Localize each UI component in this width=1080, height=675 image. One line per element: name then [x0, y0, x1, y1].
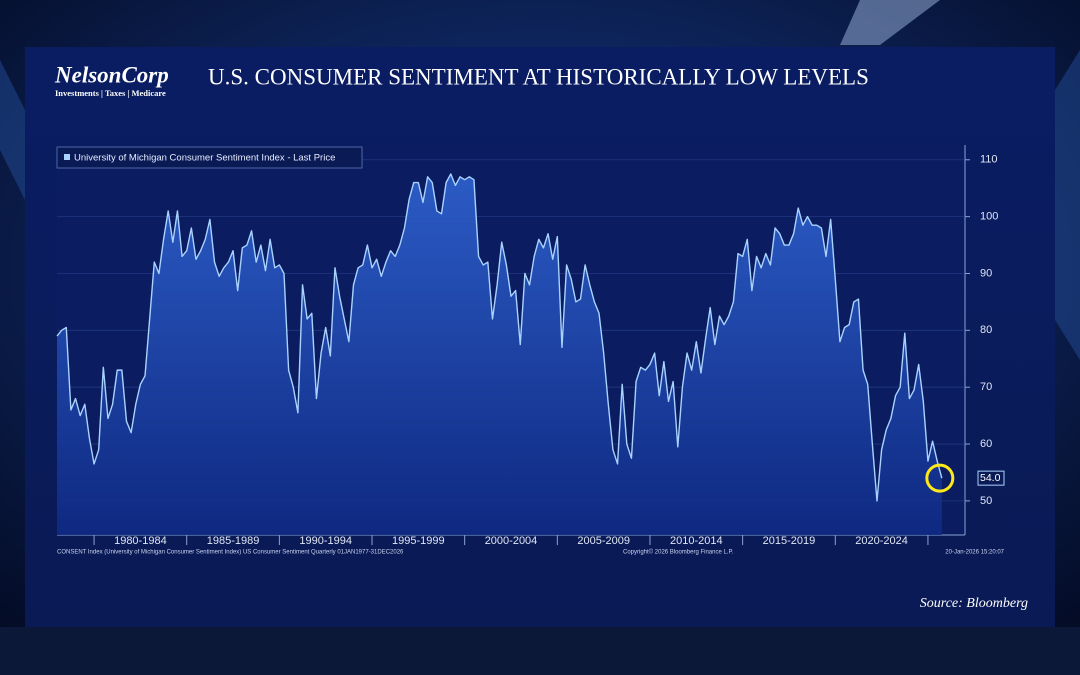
x-tick-label: 1990-1994: [299, 535, 352, 547]
y-tick-label: 90: [980, 267, 992, 279]
x-tick-label: 2015-2019: [763, 535, 816, 547]
legend-label: University of Michigan Consumer Sentimen…: [74, 153, 335, 164]
footnote-left: CONSENT Index (University of Michigan Co…: [57, 550, 404, 556]
studio-decor: [1055, 50, 1080, 360]
footnote-right: 20-Jan-2026 15:20:07: [945, 550, 1004, 556]
studio-decor: [0, 60, 25, 200]
logo-name: NelsonCorp: [54, 62, 169, 87]
chart-title: U.S. CONSUMER SENTIMENT AT HISTORICALLY …: [208, 64, 869, 89]
footnote-center: Copyright© 2026 Bloomberg Finance L.P.: [623, 549, 734, 556]
x-tick-label: 1985-1989: [207, 535, 260, 547]
x-tick-label: 2005-2009: [577, 535, 630, 547]
studio-decor: [840, 0, 940, 45]
y-tick-label: 70: [980, 381, 992, 393]
legend-box: [56, 146, 363, 169]
y-tick-label: 110: [980, 154, 998, 166]
logo-tagline: Investments | Taxes | Medicare: [55, 88, 166, 98]
x-tick-label: 2000-2004: [485, 535, 538, 547]
line: [56, 173, 943, 502]
x-tick-label: 1980-1984: [114, 535, 167, 547]
area-fill: [57, 173, 942, 536]
legend-swatch: [64, 154, 70, 160]
x-tick-label: 2010-2014: [670, 535, 723, 547]
studio-floor: [0, 627, 1080, 675]
source-note: Source: Bloomberg: [920, 596, 1028, 611]
x-tick-label: 1995-1999: [392, 535, 445, 547]
y-tick-label: 100: [980, 211, 998, 223]
highlight-circle: [925, 463, 955, 493]
last-price-box: [977, 470, 1005, 486]
y-tick-label: 50: [980, 495, 992, 507]
y-tick-label: 60: [980, 438, 992, 450]
x-tick-label: 2020-2024: [855, 535, 908, 547]
last-price-label: 54.0: [980, 472, 1001, 484]
y-tick-label: 80: [980, 324, 992, 336]
